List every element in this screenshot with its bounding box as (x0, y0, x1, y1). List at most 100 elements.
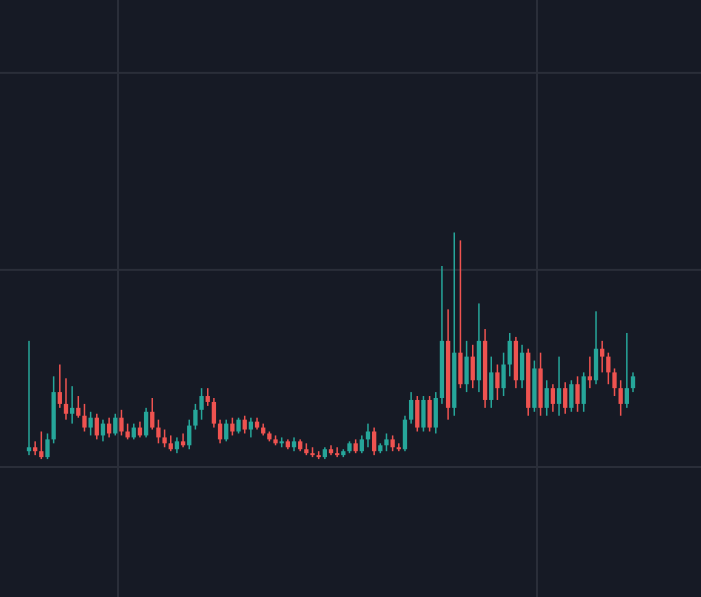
candle-body (150, 411, 155, 428)
candle-body (439, 340, 445, 398)
candle-body (575, 384, 580, 404)
candle-body (57, 392, 62, 404)
candle-body (199, 396, 204, 410)
candle-body (495, 372, 500, 389)
candle-body (291, 441, 297, 448)
candle-body (242, 419, 247, 430)
candle-body (187, 425, 192, 446)
candle-body (156, 427, 161, 438)
candle-body (556, 388, 562, 404)
candle-body (482, 340, 488, 400)
candle-body (137, 427, 143, 436)
candle-body (279, 441, 284, 444)
candle-body (316, 455, 321, 458)
candle-body (88, 417, 93, 428)
candle-body (26, 447, 32, 452)
candle-body (193, 409, 198, 426)
candle-body (513, 340, 519, 381)
candle-body (298, 441, 303, 450)
candle-body (174, 441, 180, 450)
candle-body (415, 399, 420, 428)
candle-body (507, 340, 512, 365)
candle-body (600, 348, 605, 357)
candle-body (593, 348, 599, 381)
candle-body (402, 419, 408, 450)
candle-body (550, 388, 556, 404)
candle-body (476, 340, 482, 381)
candle-body (267, 433, 272, 440)
candle-body (328, 449, 334, 454)
candle-body (390, 439, 395, 448)
candle-body (606, 356, 611, 373)
candle-body (587, 376, 593, 381)
candle-body (82, 415, 87, 428)
candle-body (310, 453, 315, 456)
candle-body (371, 431, 377, 452)
candle-body (353, 443, 358, 452)
candle-body (569, 384, 574, 408)
candle-body (563, 388, 568, 408)
candle-body (544, 388, 549, 408)
candle-body (489, 372, 494, 400)
candle-body (618, 388, 623, 404)
candle-body (119, 417, 124, 432)
candle-body (347, 443, 352, 452)
candle-body (45, 439, 50, 458)
candle-body (408, 399, 414, 420)
candle-body (433, 398, 438, 428)
candle-body (131, 427, 136, 438)
candle-body (538, 368, 543, 408)
candle-body (630, 376, 636, 389)
candle-body (445, 340, 451, 408)
candle-body (624, 388, 629, 404)
candle-body (254, 421, 260, 428)
candle-body (519, 352, 525, 381)
candle-body (359, 439, 364, 452)
candle-body (211, 401, 217, 424)
candle-body (304, 449, 309, 454)
candle-body (335, 453, 340, 456)
candle-body (612, 372, 617, 389)
candle-body (470, 356, 475, 381)
candle-body (458, 352, 463, 385)
candle-body (396, 447, 401, 450)
candle-body (51, 392, 56, 440)
candle-body (113, 417, 118, 434)
candle-body (464, 356, 469, 385)
candle-body (100, 423, 106, 436)
candle-body (162, 437, 167, 444)
candle-body (452, 352, 457, 408)
candle-body (501, 364, 506, 389)
candle-body (581, 376, 586, 404)
candle-body (33, 447, 38, 452)
candle-body (63, 403, 69, 414)
candle-body (69, 407, 75, 414)
candle-body (526, 352, 531, 408)
candle-body (341, 451, 346, 456)
candle-body (180, 441, 186, 446)
candle-body (39, 451, 44, 458)
candle-body (217, 423, 223, 440)
candle-body (261, 427, 266, 434)
candle-body (76, 407, 81, 416)
candle-body (168, 443, 173, 450)
candle-body (248, 421, 254, 430)
candle-body (236, 419, 241, 432)
candle-body (106, 423, 112, 434)
candle-body (285, 441, 291, 448)
candle-body (125, 431, 130, 438)
candle-body (427, 399, 432, 428)
candle-body (205, 396, 210, 402)
candle-body (378, 445, 383, 452)
candle-body (365, 431, 371, 440)
candle-body (273, 439, 278, 444)
candle-body (532, 368, 537, 408)
candle-body (224, 423, 229, 440)
candle-body (230, 423, 235, 432)
candle-body (143, 411, 149, 436)
candle-body (322, 449, 327, 458)
candle-body (384, 439, 389, 446)
candle-body (94, 417, 99, 436)
